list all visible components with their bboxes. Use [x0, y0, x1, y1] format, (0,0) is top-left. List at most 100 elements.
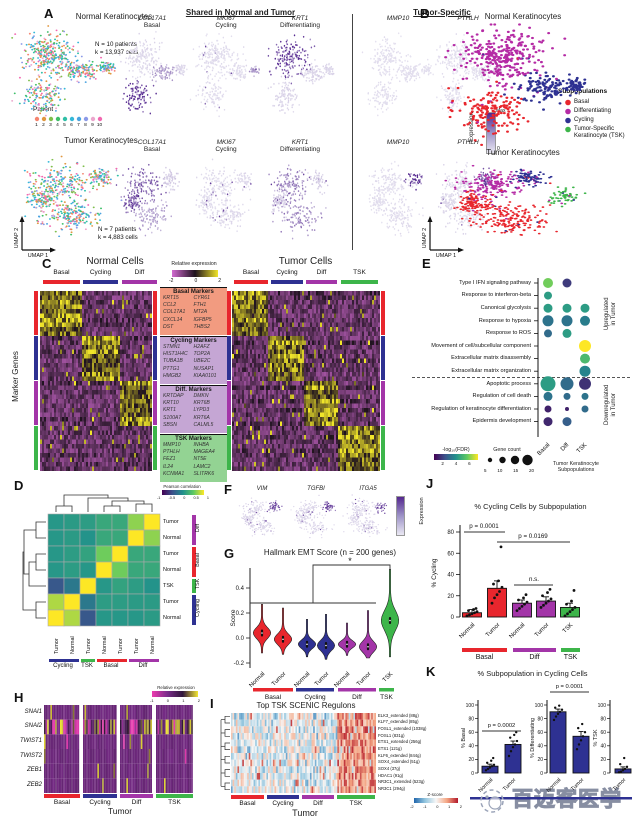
panel-h-colorbar [152, 691, 198, 697]
feature-gene-label: KRT1 [291, 139, 309, 146]
feature-gene-label: VIM [256, 486, 268, 492]
umap-feature-tumor-MMP10 [368, 160, 424, 237]
go-term-label: Canonical glycolysis [480, 305, 531, 311]
feature-gene-label: PTHLH [457, 139, 479, 146]
colorbar-tick: 0 [183, 496, 186, 500]
row-block-sidebar [153, 291, 157, 335]
col-group-label: Cycling [276, 269, 298, 276]
expression-max-tick: Max [496, 108, 506, 114]
panel-j-title: % Cycling Cells by Subpopulation [474, 502, 587, 511]
marker-gene-list: STMN1 H2AFZ HIST1H4C TOP2A TUBA1B UBE2C PTTG1 N… [160, 344, 227, 380]
corr-row-label: TSK [163, 582, 174, 589]
group-color-bar [302, 795, 334, 799]
panel-g-title: Hallmark EMT Score (n = 200 genes) [263, 548, 397, 557]
colorbar-tick: -2 [410, 804, 414, 809]
marker-gene: PTTG1 [163, 365, 180, 372]
patient-number: 7 [77, 123, 80, 128]
marker-gene: UBE2C [193, 358, 211, 365]
marker-gene: MT2A [193, 309, 208, 316]
corr-row-label: Normal [163, 614, 181, 621]
legend-tick: 10 [497, 468, 503, 473]
marker-gene-list: MMP10 INHBA PTHLH MAGEA4 FEZ1 NT5E IL24 LAMC2 KC… [160, 442, 227, 478]
panel-b-tumor-title: Tumor Keratinocytes [486, 148, 560, 157]
emt-tf-row-label: TWIST1 [20, 737, 42, 744]
group-color-bar [306, 280, 337, 284]
panel-h-label: H [14, 690, 24, 705]
group-color-bar [43, 280, 80, 284]
marker-gene: LYPD3 [193, 407, 210, 414]
regulon-label: ELK3_extended (88g) [378, 712, 419, 718]
marker-gene: TOP2A [193, 351, 211, 358]
marker-gene: S100A7 [163, 414, 182, 421]
go-term-label: Regulation of cell death [472, 393, 531, 400]
umap-feature-tumor-KRT1 [268, 164, 329, 240]
regulon-label: SOX4 (37g) [378, 765, 401, 771]
umap-a-normal-patients [11, 25, 117, 117]
patient-number: 3 [49, 123, 52, 128]
patient-number: 5 [63, 123, 66, 128]
panel-a-normal-title: Normal Keratinocytes [75, 12, 153, 21]
colorbar-tick: -0.5 [168, 496, 176, 500]
feature-subtype-label: Cycling [215, 22, 237, 29]
panel-e-xcaption: Tumor Keratinocyte Subpopulations [552, 461, 600, 474]
patient-legend-title: Patient [33, 106, 54, 113]
marker-box-1: Cycling Markers STMN1 H2AFZ HIST1H4C TOP2A TU… [160, 336, 227, 384]
col-group-label: Cycling [272, 800, 294, 807]
umap-b-normal-subpop [444, 23, 587, 146]
fdr-colorbar [434, 454, 478, 460]
marker-box-title: TSK Markers [175, 436, 212, 442]
panel-j-label: J [426, 476, 434, 491]
feature-subtype-label: Cycling [215, 146, 237, 153]
marker-box-3: TSK Markers MMP10 INHBA PTHLH MAGEA4 FEZ1 NT5E… [160, 434, 227, 482]
scenic-heatmap [231, 713, 376, 793]
correlation-heatmap [47, 513, 161, 627]
corr-row-group-bar [192, 579, 196, 593]
panel-d-colorbar-title: Pearson correlation [163, 484, 201, 489]
emt-tf-row-label: ZEB2 [26, 781, 42, 788]
legend-tick: 5 [484, 468, 487, 473]
marker-gene: CCL2 [163, 302, 177, 309]
scenic-dendrogram [220, 715, 230, 791]
colorbar-tick: 0.5 [193, 496, 199, 500]
panel-e-label: E [422, 256, 431, 271]
col-group-label: Cycling [89, 799, 111, 806]
group-color-bar [83, 794, 117, 798]
group-color-bar [156, 794, 193, 798]
watermark-logo [480, 789, 504, 813]
colorbar-tick: 2 [197, 698, 200, 703]
feature-subtype-label: Basal [143, 22, 161, 29]
legend-swatch-3 [565, 126, 571, 133]
feature-gene-label: KRT1 [291, 15, 309, 22]
col-group-label: Basal [53, 269, 70, 276]
panel-a-tumor-title: Tumor Keratinocytes [64, 136, 138, 145]
marker-gene: MMP10 [163, 442, 181, 448]
go-term-label: Regulation of keratinocyte differentiati… [431, 405, 531, 412]
panel-a-tumor-stats-1: N = 7 patients [98, 226, 137, 233]
colorbar-tick: 1 [206, 496, 209, 500]
umap-feature-tumor-COL17A1 [115, 163, 180, 237]
relative-expression-colorbar [172, 270, 218, 277]
gene-count-legend-label: Gene count [493, 447, 521, 453]
subpop-legend-item: Tumor-Specific Keratinocyte (TSK) [574, 126, 625, 139]
panel-i-xlabel: Tumor [292, 808, 318, 818]
marker-heatmap [232, 291, 380, 471]
gene-count-ticks: 5 10 15 20 [484, 468, 534, 473]
marker-gene-list: KRT15 CYR61 CCL2 FTH1 COL17A1 MT2A CXCL14 IGFBP… [160, 295, 227, 331]
colorbar-tick: 6 [468, 461, 471, 466]
marker-gene: IGFBP5 [193, 316, 212, 323]
marker-gene: LAMC2 [193, 463, 211, 470]
group-color-bar [341, 280, 378, 284]
col-group-label: Diff [134, 269, 145, 276]
corr-row-group-label: Diff [195, 523, 201, 533]
marker-gene: STMN1 [163, 344, 181, 350]
corr-row-group-label: Cycling [195, 598, 201, 618]
svg-text:UMAP 1: UMAP 1 [436, 253, 456, 259]
colorbar-tick: -1 [423, 804, 427, 809]
panel-a-normal-stats-2: k = 13,937 cells [95, 48, 139, 56]
panel-a-tumor-stats-2: k = 4,883 cells [98, 233, 138, 241]
legend-swatch-0 [565, 99, 571, 106]
zscore-colorbar [414, 798, 458, 803]
corr-row-label: Tumor [163, 518, 179, 525]
